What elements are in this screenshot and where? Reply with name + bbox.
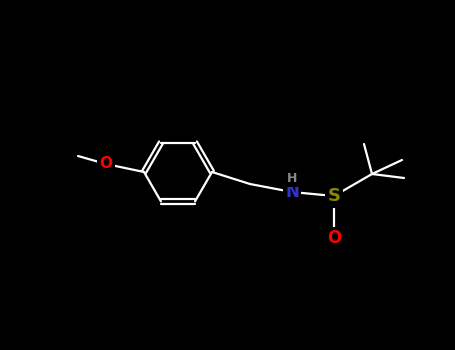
Text: O: O [327, 229, 341, 247]
Text: N: N [285, 183, 299, 201]
Text: H: H [287, 173, 297, 186]
Text: O: O [100, 156, 112, 172]
Text: S: S [328, 187, 340, 205]
